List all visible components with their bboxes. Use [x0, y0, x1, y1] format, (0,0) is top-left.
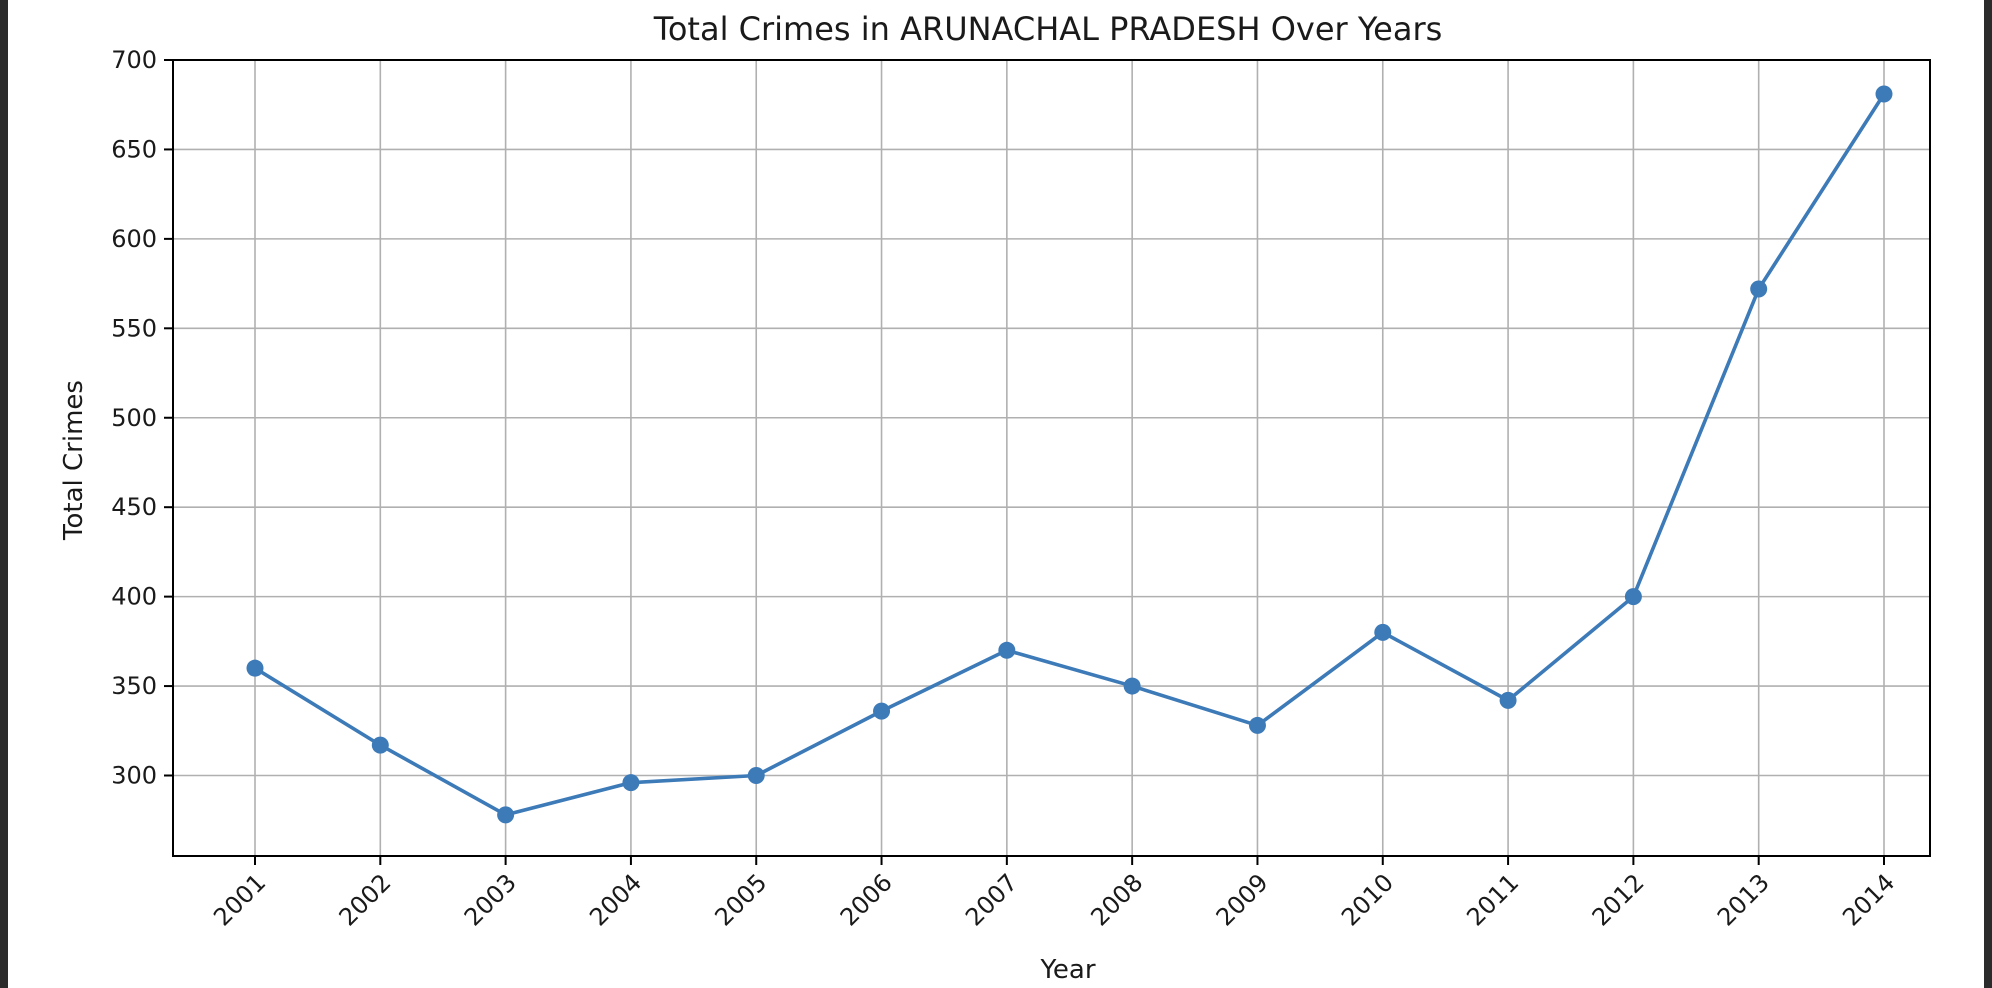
y-axis-label: Total Crimes [59, 380, 89, 541]
data-point-2013 [1750, 280, 1768, 298]
x-tick-label: 2013 [1712, 868, 1775, 931]
data-series [246, 85, 1893, 824]
y-tick-label: 450 [111, 493, 157, 521]
data-point-2005 [747, 767, 765, 785]
x-tick-label: 2002 [334, 868, 397, 931]
x-axis-ticks: 2001 2002 2003 2004 2005 2006 2007 2008 2009 2010… [208, 856, 1900, 931]
data-point-2006 [873, 702, 891, 720]
data-point-2001 [246, 659, 264, 677]
x-tick-label: 2014 [1837, 868, 1900, 931]
y-axis-ticks: 300 350 400 450 500 550 600 650 700 [111, 46, 173, 790]
x-tick-label: 2006 [835, 868, 898, 931]
data-point-2009 [1248, 716, 1266, 734]
x-tick-label: 2003 [459, 868, 522, 931]
grid-lines [173, 59, 1930, 856]
x-tick-label: 2008 [1085, 868, 1148, 931]
data-point-2007 [998, 641, 1016, 659]
data-point-2003 [497, 806, 515, 824]
y-tick-label: 500 [111, 404, 157, 432]
x-tick-label: 2010 [1336, 868, 1399, 931]
data-point-2012 [1624, 588, 1642, 606]
data-point-2008 [1123, 677, 1141, 695]
y-tick-label: 650 [111, 135, 157, 163]
data-point-2010 [1374, 623, 1392, 641]
x-tick-label: 2007 [960, 868, 1023, 931]
plot-area-border [172, 59, 1931, 857]
x-tick-label: 2001 [208, 868, 271, 931]
x-tick-label: 2004 [584, 868, 647, 931]
chart-title: Total Crimes in ARUNACHAL PRADESH Over Y… [653, 10, 1443, 48]
y-tick-label: 400 [111, 583, 157, 611]
x-tick-label: 2009 [1211, 868, 1274, 931]
x-tick-label: 2011 [1461, 868, 1524, 931]
right-window-edge [1984, 0, 1992, 988]
data-point-2002 [371, 736, 389, 754]
y-tick-label: 300 [111, 762, 157, 790]
x-tick-label: 2005 [709, 868, 772, 931]
data-point-2014 [1875, 85, 1893, 103]
y-tick-label: 550 [111, 314, 157, 342]
data-point-2004 [622, 774, 640, 792]
y-tick-label: 350 [111, 672, 157, 700]
data-point-2011 [1499, 691, 1517, 709]
left-window-edge [0, 0, 8, 988]
y-tick-label: 600 [111, 225, 157, 253]
x-tick-label: 2012 [1587, 868, 1650, 931]
series-line [253, 92, 1886, 817]
y-tick-label: 700 [111, 46, 157, 74]
x-axis-label: Year [1039, 955, 1095, 985]
